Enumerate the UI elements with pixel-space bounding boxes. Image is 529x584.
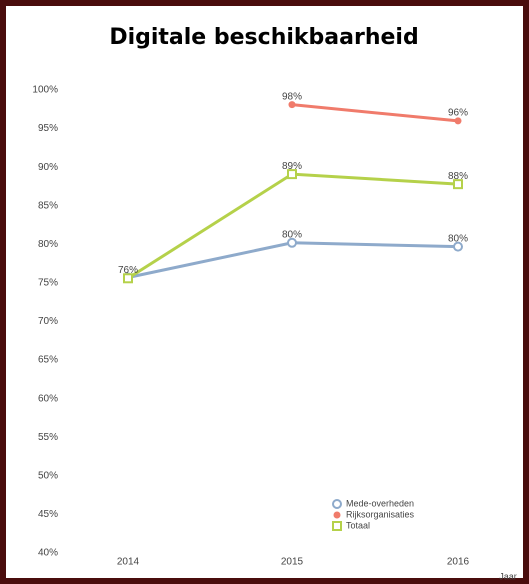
y-tick-label: 70%: [38, 316, 58, 327]
y-tick-label: 95%: [38, 123, 58, 134]
y-tick-label: 75%: [38, 278, 58, 289]
data-label: 88%: [448, 171, 468, 182]
x-tick-label: 2016: [447, 557, 470, 568]
x-axis-label: Jaar: [499, 571, 517, 581]
legend-marker: [332, 499, 342, 509]
line: [291, 103, 459, 123]
point: [123, 273, 133, 284]
x-tick-label: 2014: [117, 557, 140, 568]
legend-label: Mede-overheden: [346, 498, 414, 508]
x-tick-label: 2015: [281, 557, 304, 568]
y-tick-label: 100%: [32, 85, 58, 96]
legend-label: Totaal: [346, 520, 370, 530]
y-tick-label: 65%: [38, 355, 58, 366]
y-tick-label: 80%: [38, 239, 58, 250]
y-tick-label: 55%: [38, 432, 58, 443]
data-label: 89%: [282, 161, 302, 172]
y-tick-label: 40%: [38, 548, 58, 559]
data-label: 96%: [448, 108, 468, 119]
y-tick-label: 90%: [38, 162, 58, 173]
legend-label: Rijksorganisaties: [346, 509, 415, 519]
y-tick-label: 50%: [38, 470, 58, 481]
data-label: 80%: [282, 229, 302, 240]
point: [287, 169, 297, 180]
data-label: 76%: [118, 265, 138, 276]
y-tick-label: 45%: [38, 509, 58, 520]
y-tick-label: 85%: [38, 200, 58, 211]
data-label: 98%: [282, 91, 302, 102]
y-tick-label: 60%: [38, 393, 58, 404]
legend-marker: [333, 511, 341, 519]
point: [287, 237, 297, 248]
legend-marker: [332, 521, 342, 531]
data-label: 80%: [448, 233, 468, 244]
chart-title: Digitale beschikbaarheid: [109, 25, 418, 50]
point: [453, 179, 463, 190]
point: [454, 117, 462, 125]
point: [288, 101, 296, 109]
point: [453, 241, 463, 252]
